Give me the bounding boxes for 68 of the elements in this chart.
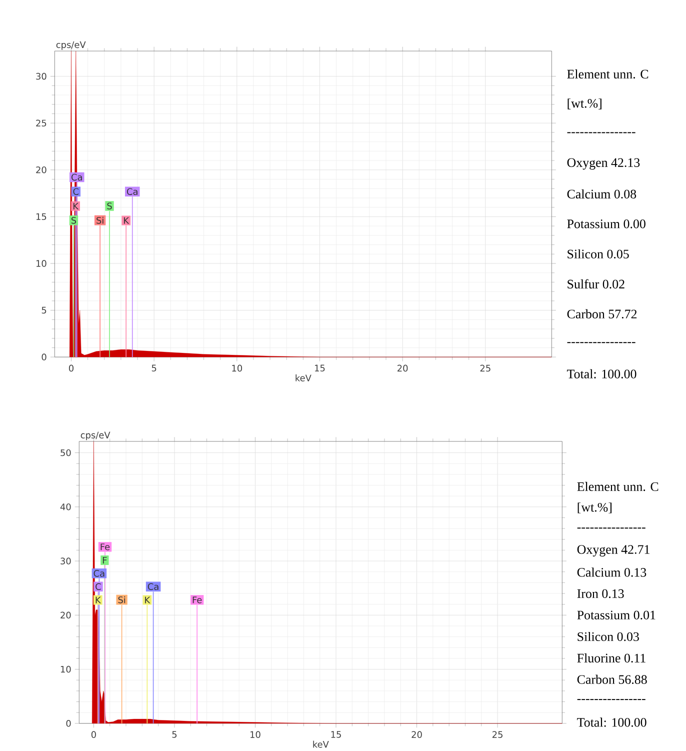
- ref-line-label: Si: [96, 216, 104, 224]
- text: Sulfur 0.02: [568, 279, 624, 289]
- ref-line-label: S: [107, 202, 112, 210]
- text: Potassium 0.01: [577, 610, 656, 620]
- ref-line-label: K: [96, 596, 102, 604]
- y-tick-label: 30: [36, 72, 46, 80]
- text: Element unn. C: [567, 69, 648, 79]
- x-tick-label: 20: [412, 731, 422, 738]
- ref-line-label: Ca: [126, 188, 138, 195]
- text: ----------------: [567, 132, 636, 134]
- x-axis-title: keV: [313, 740, 329, 748]
- x-tick-label: 10: [232, 364, 242, 372]
- ref-line-label: Si: [118, 596, 126, 604]
- y-tick-label: 40: [60, 503, 71, 510]
- x-tick-label: 5: [152, 364, 156, 372]
- ref-line-label: C: [73, 188, 79, 195]
- y-tick-label: 0: [66, 720, 71, 727]
- ref-line-label: K: [73, 202, 79, 210]
- x-tick-label: 15: [315, 364, 325, 372]
- ref-line-label: Ca: [71, 174, 82, 181]
- y-tick-label: 10: [36, 260, 46, 267]
- x-axis-title: keV: [296, 374, 312, 382]
- ref-line-label: K: [124, 217, 130, 224]
- y-axis-title: cps/eV: [80, 432, 110, 440]
- x-tick-label: 5: [172, 731, 177, 738]
- text: [wt.%]: [578, 502, 612, 514]
- text: Element unn. C: [577, 482, 658, 492]
- text: Total: 100.00: [577, 718, 646, 727]
- y-axis-title: cps/eV: [56, 41, 86, 50]
- text: ----------------: [577, 528, 646, 529]
- text: Potassium 0.00: [567, 220, 646, 228]
- ref-line-label: S: [71, 216, 76, 224]
- y-tick-label: 0: [42, 354, 46, 360]
- x-tick-label: 20: [398, 364, 408, 372]
- ref-line-label: F: [102, 556, 107, 564]
- text: Calcium 0.08: [567, 189, 636, 199]
- y-tick-label: 5: [42, 306, 46, 314]
- text: Fluorine 0.11: [577, 653, 646, 663]
- y-tick-label: 10: [60, 666, 71, 673]
- x-tick-label: 25: [492, 731, 502, 738]
- text: Silicon 0.03: [578, 632, 639, 642]
- x-tick-label: 15: [331, 731, 341, 738]
- ref-line-label: C: [96, 583, 101, 590]
- ref-line-label: Ca: [94, 570, 104, 577]
- ref-line-label: Ca: [148, 583, 158, 590]
- text: ----------------: [577, 699, 646, 700]
- x-tick-label: 10: [250, 731, 260, 738]
- text: Oxygen 42.13: [567, 158, 640, 170]
- text: ----------------: [567, 342, 636, 344]
- ref-line-label: Fe: [100, 544, 110, 550]
- x-tick-label: 25: [480, 364, 490, 372]
- y-tick-label: 20: [60, 612, 71, 619]
- text: Carbon 56.88: [577, 674, 647, 684]
- text: Oxygen 42.71: [577, 545, 650, 556]
- text: Carbon 57.72: [567, 309, 637, 318]
- y-tick-label: 25: [36, 120, 46, 126]
- text: [wt.%]: [568, 98, 602, 110]
- ref-line-label: K: [145, 596, 150, 604]
- y-tick-label: 30: [60, 558, 71, 564]
- text: Total: 100.00: [567, 369, 636, 378]
- text: Silicon 0.05: [568, 249, 629, 258]
- text: Iron 0.13: [577, 589, 624, 598]
- y-tick-label: 15: [36, 213, 46, 220]
- ref-line-label: Fe: [192, 596, 202, 604]
- y-tick-label: 50: [60, 449, 71, 456]
- text: Calcium 0.13: [577, 568, 646, 577]
- y-tick-label: 20: [36, 166, 46, 174]
- x-tick-label: 0: [91, 731, 96, 738]
